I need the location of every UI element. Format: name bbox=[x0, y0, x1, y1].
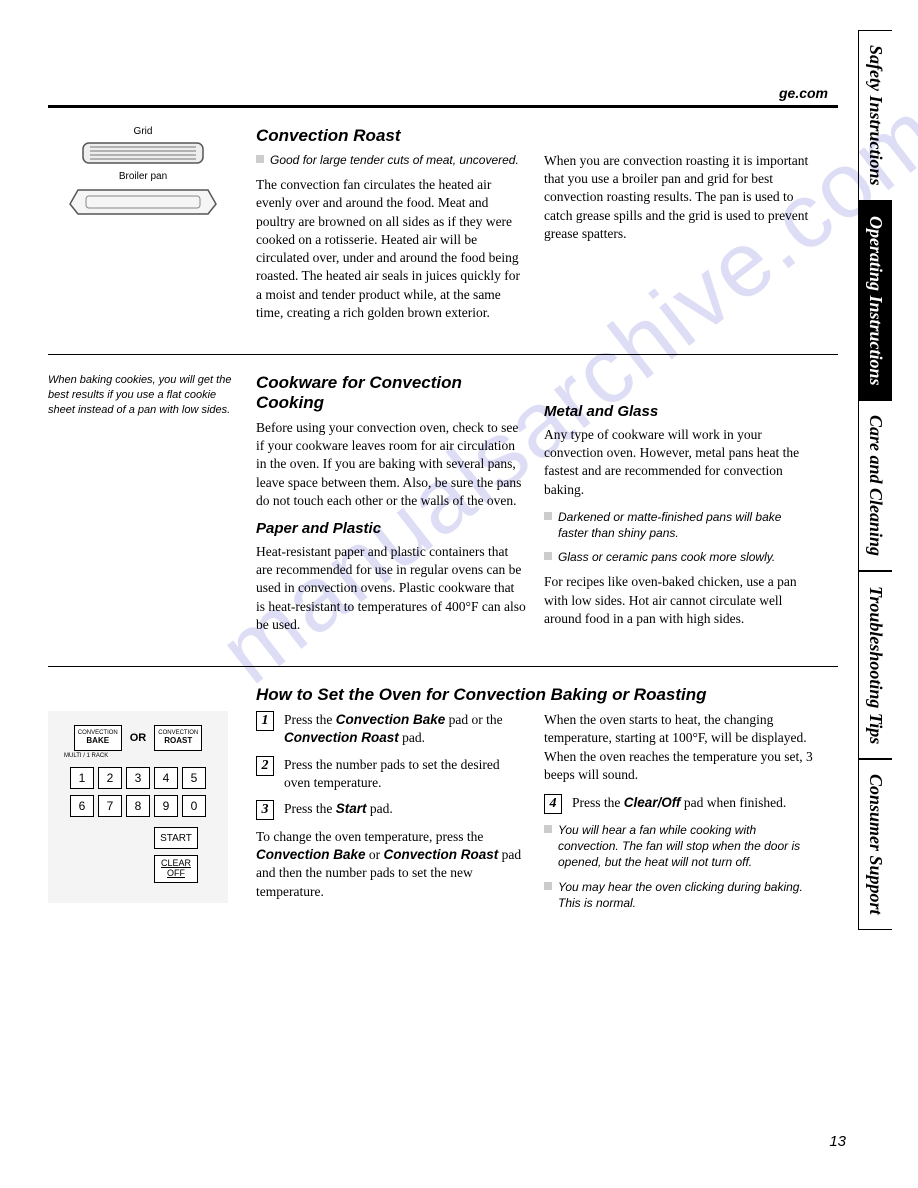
sec2-sub2: Metal and Glass bbox=[544, 403, 814, 420]
sec2-sub1: Paper and Plastic bbox=[256, 520, 526, 537]
sec1-tagline: Good for large tender cuts of meat, unco… bbox=[256, 152, 526, 168]
multi-rack-label: MULTI / 1 RACK bbox=[64, 753, 218, 759]
tab-operating[interactable]: Operating Instructions bbox=[858, 201, 892, 401]
sec2-bullet1: Darkened or matte-finished pans will bak… bbox=[544, 509, 814, 541]
step-num-3: 3 bbox=[256, 800, 274, 820]
num-6: 6 bbox=[70, 795, 94, 817]
grid-label: Grid bbox=[134, 126, 153, 137]
change-temp-text: To change the oven temperature, press th… bbox=[256, 828, 526, 901]
num-0: 0 bbox=[182, 795, 206, 817]
conv-bake-button: CONVECTION BAKE bbox=[74, 725, 122, 751]
num-1: 1 bbox=[70, 767, 94, 789]
section-convection-roast: Grid Broiler pan Convection Roast Good f… bbox=[48, 126, 838, 332]
num-3: 3 bbox=[126, 767, 150, 789]
clear-off-button: CLEAR OFF bbox=[154, 855, 198, 883]
clear-line2: OFF bbox=[167, 869, 185, 879]
rule-2 bbox=[48, 666, 838, 667]
step-1-text: Press the Convection Bake pad or the Con… bbox=[284, 711, 526, 747]
num-2: 2 bbox=[98, 767, 122, 789]
num-9: 9 bbox=[154, 795, 178, 817]
page-content: ge.com Grid Broiler pan Convection Roast… bbox=[48, 85, 838, 919]
step-2: 2 Press the number pads to set the desir… bbox=[256, 756, 526, 792]
rule-1 bbox=[48, 354, 838, 355]
step-3: 3 Press the Start pad. bbox=[256, 800, 526, 820]
cr-line2: ROAST bbox=[164, 737, 192, 746]
step-num-4: 4 bbox=[544, 794, 562, 814]
step-2-text: Press the number pads to set the desired… bbox=[284, 756, 526, 792]
tab-safety[interactable]: Safety Instructions bbox=[858, 30, 892, 201]
sec2-p2: Heat-resistant paper and plastic contain… bbox=[256, 543, 526, 634]
cookie-note: When baking cookies, you will get the be… bbox=[48, 373, 238, 644]
tab-care[interactable]: Care and Cleaning bbox=[858, 400, 892, 571]
step-4-text: Press the Clear/Off pad when finished. bbox=[572, 794, 786, 812]
step-num-1: 1 bbox=[256, 711, 274, 731]
keypad-illustration: CONVECTION BAKE OR CONVECTION ROAST MULT… bbox=[48, 711, 228, 903]
pan-icon bbox=[68, 184, 218, 220]
side-tabs: Safety Instructions Operating Instructio… bbox=[858, 30, 918, 930]
sec1-p1: The convection fan circulates the heated… bbox=[256, 176, 526, 322]
or-text: OR bbox=[130, 732, 147, 744]
sec3-title: How to Set the Oven for Convection Bakin… bbox=[256, 685, 838, 705]
step-3-text: Press the Start pad. bbox=[284, 800, 393, 818]
sec3-right-p1: When the oven starts to heat, the changi… bbox=[544, 711, 814, 784]
step-4: 4 Press the Clear/Off pad when finished. bbox=[544, 794, 814, 814]
num-4: 4 bbox=[154, 767, 178, 789]
start-button: START bbox=[154, 827, 198, 849]
num-5: 5 bbox=[182, 767, 206, 789]
tab-troubleshooting[interactable]: Troubleshooting Tips bbox=[858, 571, 892, 759]
sec2-p4: For recipes like oven-baked chicken, use… bbox=[544, 573, 814, 628]
tab-consumer[interactable]: Consumer Support bbox=[858, 759, 892, 930]
header-url: ge.com bbox=[48, 85, 838, 105]
section-cookware: When baking cookies, you will get the be… bbox=[48, 373, 838, 644]
sec3-note2: You may hear the oven clicking during ba… bbox=[544, 879, 814, 911]
step-num-2: 2 bbox=[256, 756, 274, 776]
sec2-p1: Before using your convection oven, check… bbox=[256, 419, 526, 510]
conv-roast-button: CONVECTION ROAST bbox=[154, 725, 202, 751]
sec2-bullet2: Glass or ceramic pans cook more slowly. bbox=[544, 549, 814, 565]
broiler-illustration: Grid Broiler pan bbox=[48, 126, 238, 332]
grid-icon bbox=[78, 139, 208, 169]
sec2-p3: Any type of cookware will work in your c… bbox=[544, 426, 814, 499]
section-howto: How to Set the Oven for Convection Bakin… bbox=[48, 685, 838, 919]
sec1-p2: When you are convection roasting it is i… bbox=[544, 152, 814, 243]
sec2-title: Cookware for Convection Cooking bbox=[256, 373, 526, 413]
page-number: 13 bbox=[829, 1133, 846, 1150]
sec3-note1: You will hear a fan while cooking with c… bbox=[544, 822, 814, 871]
sec1-title: Convection Roast bbox=[256, 126, 526, 146]
num-7: 7 bbox=[98, 795, 122, 817]
step-1: 1 Press the Convection Bake pad or the C… bbox=[256, 711, 526, 747]
cb-line2: BAKE bbox=[86, 737, 109, 746]
pan-label: Broiler pan bbox=[119, 171, 167, 182]
num-8: 8 bbox=[126, 795, 150, 817]
rule-top bbox=[48, 105, 838, 108]
